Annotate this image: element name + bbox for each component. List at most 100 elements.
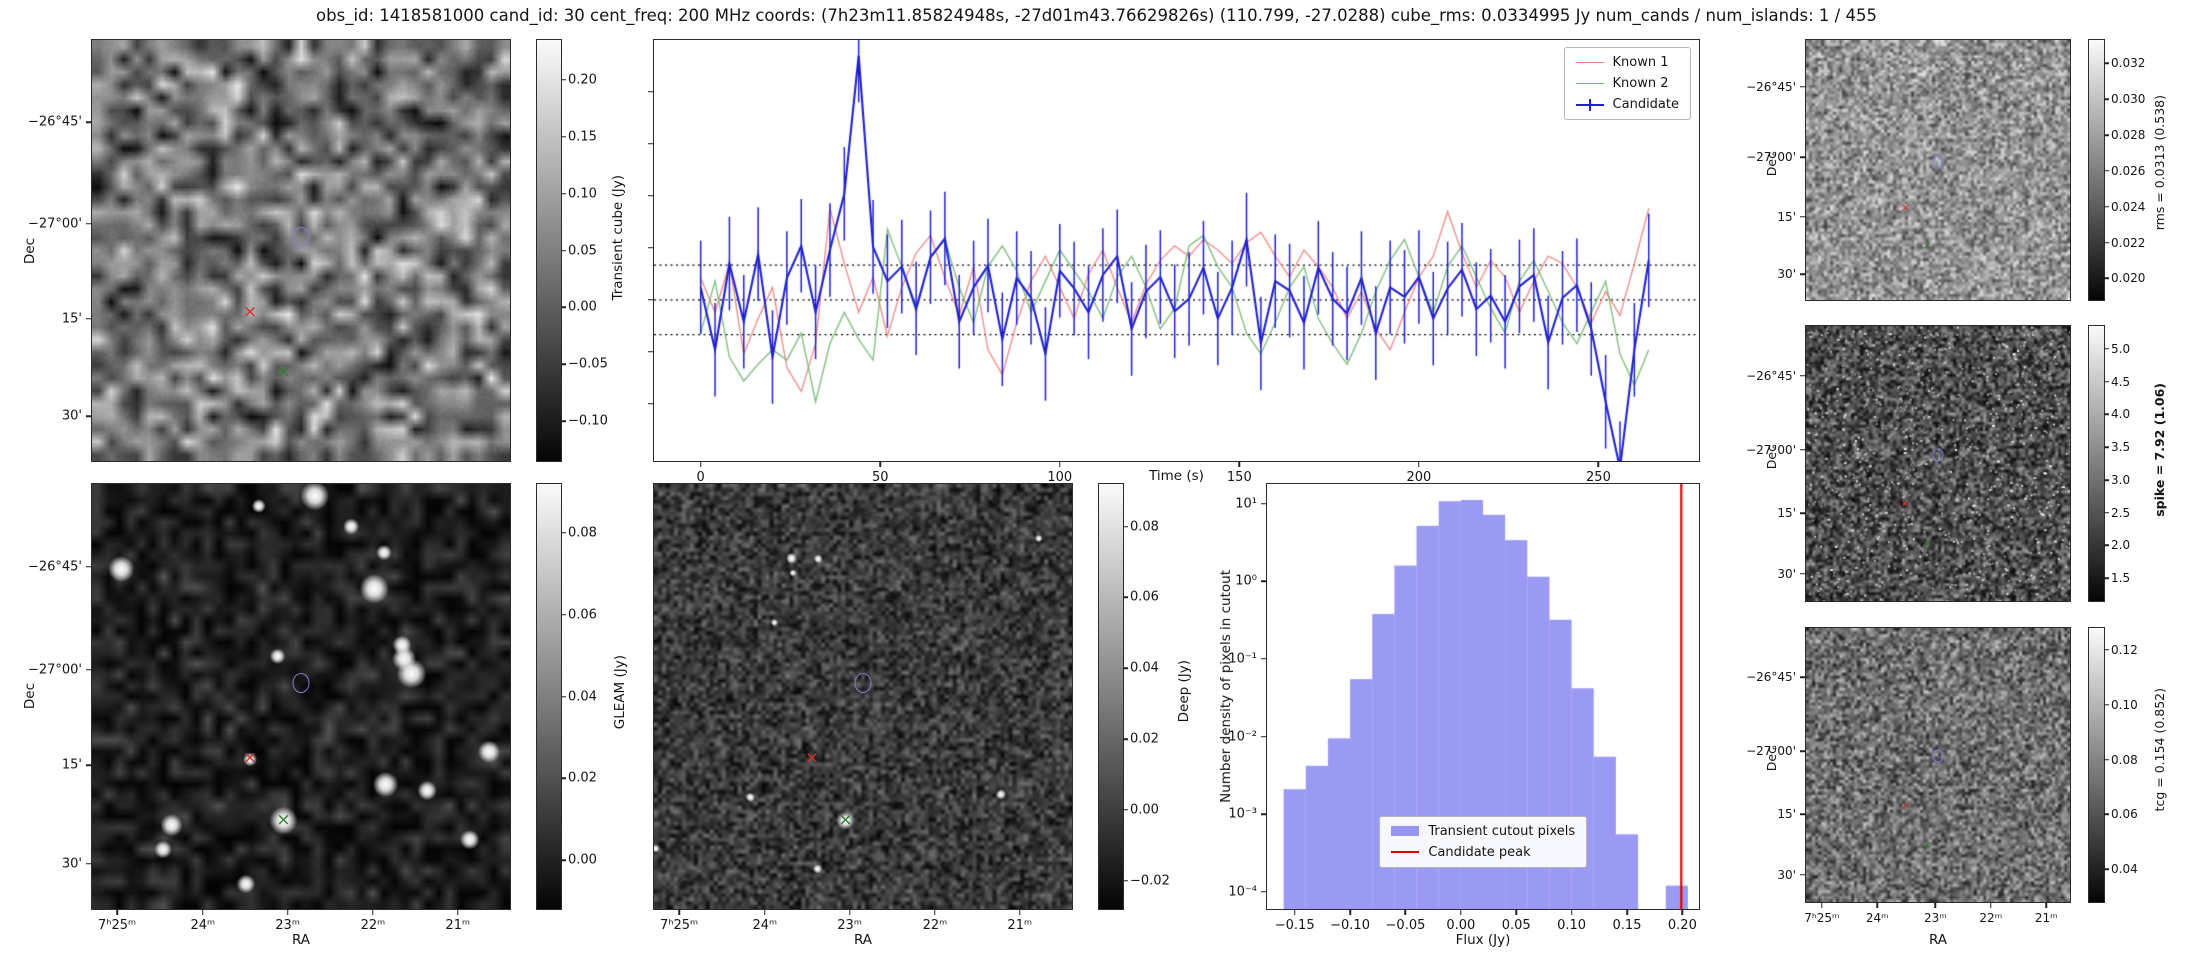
time-tick-label: 150	[1226, 470, 1252, 485]
colorbar-tick-mark	[561, 363, 566, 365]
dec-tick-label: 30'	[61, 408, 82, 424]
dec-tick-mark	[1800, 156, 1806, 158]
time-tick-mark	[699, 461, 702, 467]
dec-tick-label: −27°00'	[1746, 442, 1796, 457]
ra-tick-label: 21ᵐ	[2034, 911, 2058, 925]
colorbar-tick-label: −0.02	[1130, 873, 1170, 889]
colorbar-tick-label: −0.10	[568, 413, 608, 429]
ra-tick-label: 24ᵐ	[752, 918, 778, 933]
dec-tick-label: 15'	[61, 311, 82, 327]
colorbar-tick-mark	[2104, 241, 2109, 244]
ra-tick-mark	[1821, 902, 1823, 908]
dec-tick-mark	[1800, 572, 1806, 575]
spike-image	[1806, 326, 2070, 601]
time-tick-label: 50	[871, 470, 889, 485]
colorbar-tick-label: 5.0	[2111, 341, 2131, 356]
transient-colorbar: 0.20 0.15 0.10 0.05 0.00 −0.05 −0.10	[536, 39, 608, 462]
rms-ylabel: Dec	[1764, 152, 1779, 177]
flux-tick-mark	[1460, 909, 1462, 915]
colorbar-tick-label: 0.06	[2111, 807, 2138, 822]
colorbar-tick-label: 0.00	[568, 852, 597, 868]
dec-tick-label: −26°45'	[1746, 79, 1796, 94]
legend-entry: Candidate peak	[1391, 845, 1575, 860]
ra-tick-label: 23ᵐ	[837, 918, 862, 933]
colorbar-tick-label: 2.0	[2111, 538, 2131, 553]
colorbar-tick-label: 0.04	[568, 689, 597, 704]
spike-colorbar-label: spike = 7.92 (1.06)	[2152, 383, 2167, 517]
colorbar-tick-mark	[1123, 525, 1128, 528]
flux-tick-mark	[648, 299, 654, 301]
dec-tick-mark	[86, 863, 92, 865]
known2-marker: ×	[276, 809, 291, 830]
colorbar-tick-label: 2.5	[2111, 505, 2131, 520]
legend-errorbar-icon	[1588, 98, 1591, 111]
gleam-ylabel: Dec	[22, 683, 38, 710]
density-tick-label: 10⁻³	[1228, 806, 1257, 822]
colorbar-tick-mark	[2104, 544, 2109, 547]
transient-ylabel: Dec	[22, 238, 38, 265]
ra-tick-label: 22ᵐ	[922, 918, 948, 933]
dec-tick-mark	[86, 668, 92, 671]
colorbar-tick-mark	[561, 420, 566, 422]
legend-entry: Transient cutout pixels	[1391, 824, 1575, 839]
flux-tick-mark	[1626, 909, 1628, 915]
known1-marker: ×	[1901, 201, 1911, 215]
legend-line-icon	[1391, 851, 1420, 853]
colorbar-tick-mark	[1123, 879, 1128, 882]
colorbar-tick-label: 0.20	[568, 72, 597, 88]
colorbar-gradient	[1099, 484, 1123, 909]
legend-entry: Candidate	[1575, 97, 1679, 112]
density-tick-mark	[1261, 658, 1267, 660]
legend-label: Candidate peak	[1428, 844, 1531, 860]
legend-label: Known 2	[1612, 76, 1669, 91]
flux-tick-mark	[648, 247, 654, 249]
transient-image	[92, 40, 510, 461]
density-tick-label: 10⁻⁴	[1228, 884, 1257, 900]
histogram-ylabel: Number density of pixels in cutout	[1218, 570, 1234, 803]
known2-marker: ×	[1922, 838, 1932, 852]
figure-title: obs_id: 1418581000 cand_id: 30 cent_freq…	[316, 6, 1877, 25]
lightcurve-legend: Known 1 Known 2 Candidate	[1563, 47, 1691, 120]
lightcurve-canvas	[654, 40, 1699, 461]
colorbar-gradient	[537, 484, 561, 909]
colorbar-tick-label: 0.02	[568, 770, 597, 786]
colorbar-tick-mark	[2104, 479, 2109, 481]
density-tick-mark	[1261, 891, 1267, 893]
colorbar-tick-label: 0.024	[2111, 199, 2146, 214]
time-tick-label: 250	[1586, 470, 1611, 485]
ra-tick-mark	[457, 909, 459, 915]
dec-tick-label: −26°45'	[27, 114, 82, 130]
colorbar-tick-label: 0.15	[568, 129, 597, 145]
ra-tick-label: 24ᵐ	[1865, 911, 1889, 925]
spike-ylabel: Dec	[1764, 445, 1779, 470]
legend-patch-icon	[1391, 826, 1420, 836]
colorbar-tick-label: 4.0	[2111, 407, 2131, 422]
deep-cutout-panel: × × 7ʰ25ᵐ 24ᵐ 23ᵐ 22ᵐ 21ᵐ	[653, 483, 1073, 933]
known1-marker: ×	[1901, 497, 1911, 511]
colorbar-tick-mark	[2104, 413, 2109, 416]
density-tick-mark	[1261, 735, 1267, 738]
spike-colorbar: 5.0 4.5 4.0 3.5 3.0 2.5 2.0 1.5	[2088, 325, 2130, 602]
density-tick-mark	[1261, 580, 1267, 583]
time-tick-mark	[1059, 461, 1061, 467]
flux-tick-label: 0.15	[1612, 918, 1642, 933]
colorbar-tick-label: 0.00	[1130, 802, 1159, 818]
density-tick-label: 10⁰	[1235, 573, 1257, 589]
ra-tick-mark	[2045, 902, 2047, 908]
flux-tick-mark	[648, 195, 654, 197]
dec-tick-label: −27°00'	[1746, 150, 1796, 164]
dec-tick-mark	[86, 415, 92, 418]
dec-tick-mark	[1800, 512, 1806, 514]
ra-tick-label: 7ʰ25ᵐ	[659, 918, 699, 933]
time-tick-mark	[1238, 461, 1241, 467]
density-tick-label: 10⁻²	[1228, 729, 1257, 745]
known2-marker: ×	[1922, 238, 1932, 252]
colorbar-tick-label: 0.08	[2111, 752, 2138, 767]
colorbar-tick-label: 0.020	[2111, 271, 2146, 286]
ra-tick-mark	[848, 909, 851, 915]
ra-tick-mark	[372, 909, 374, 915]
ra-tick-mark	[286, 909, 289, 915]
dec-tick-mark	[1800, 873, 1806, 876]
colorbar-tick-label: 3.5	[2111, 440, 2131, 454]
legend-line-icon	[1575, 61, 1604, 63]
